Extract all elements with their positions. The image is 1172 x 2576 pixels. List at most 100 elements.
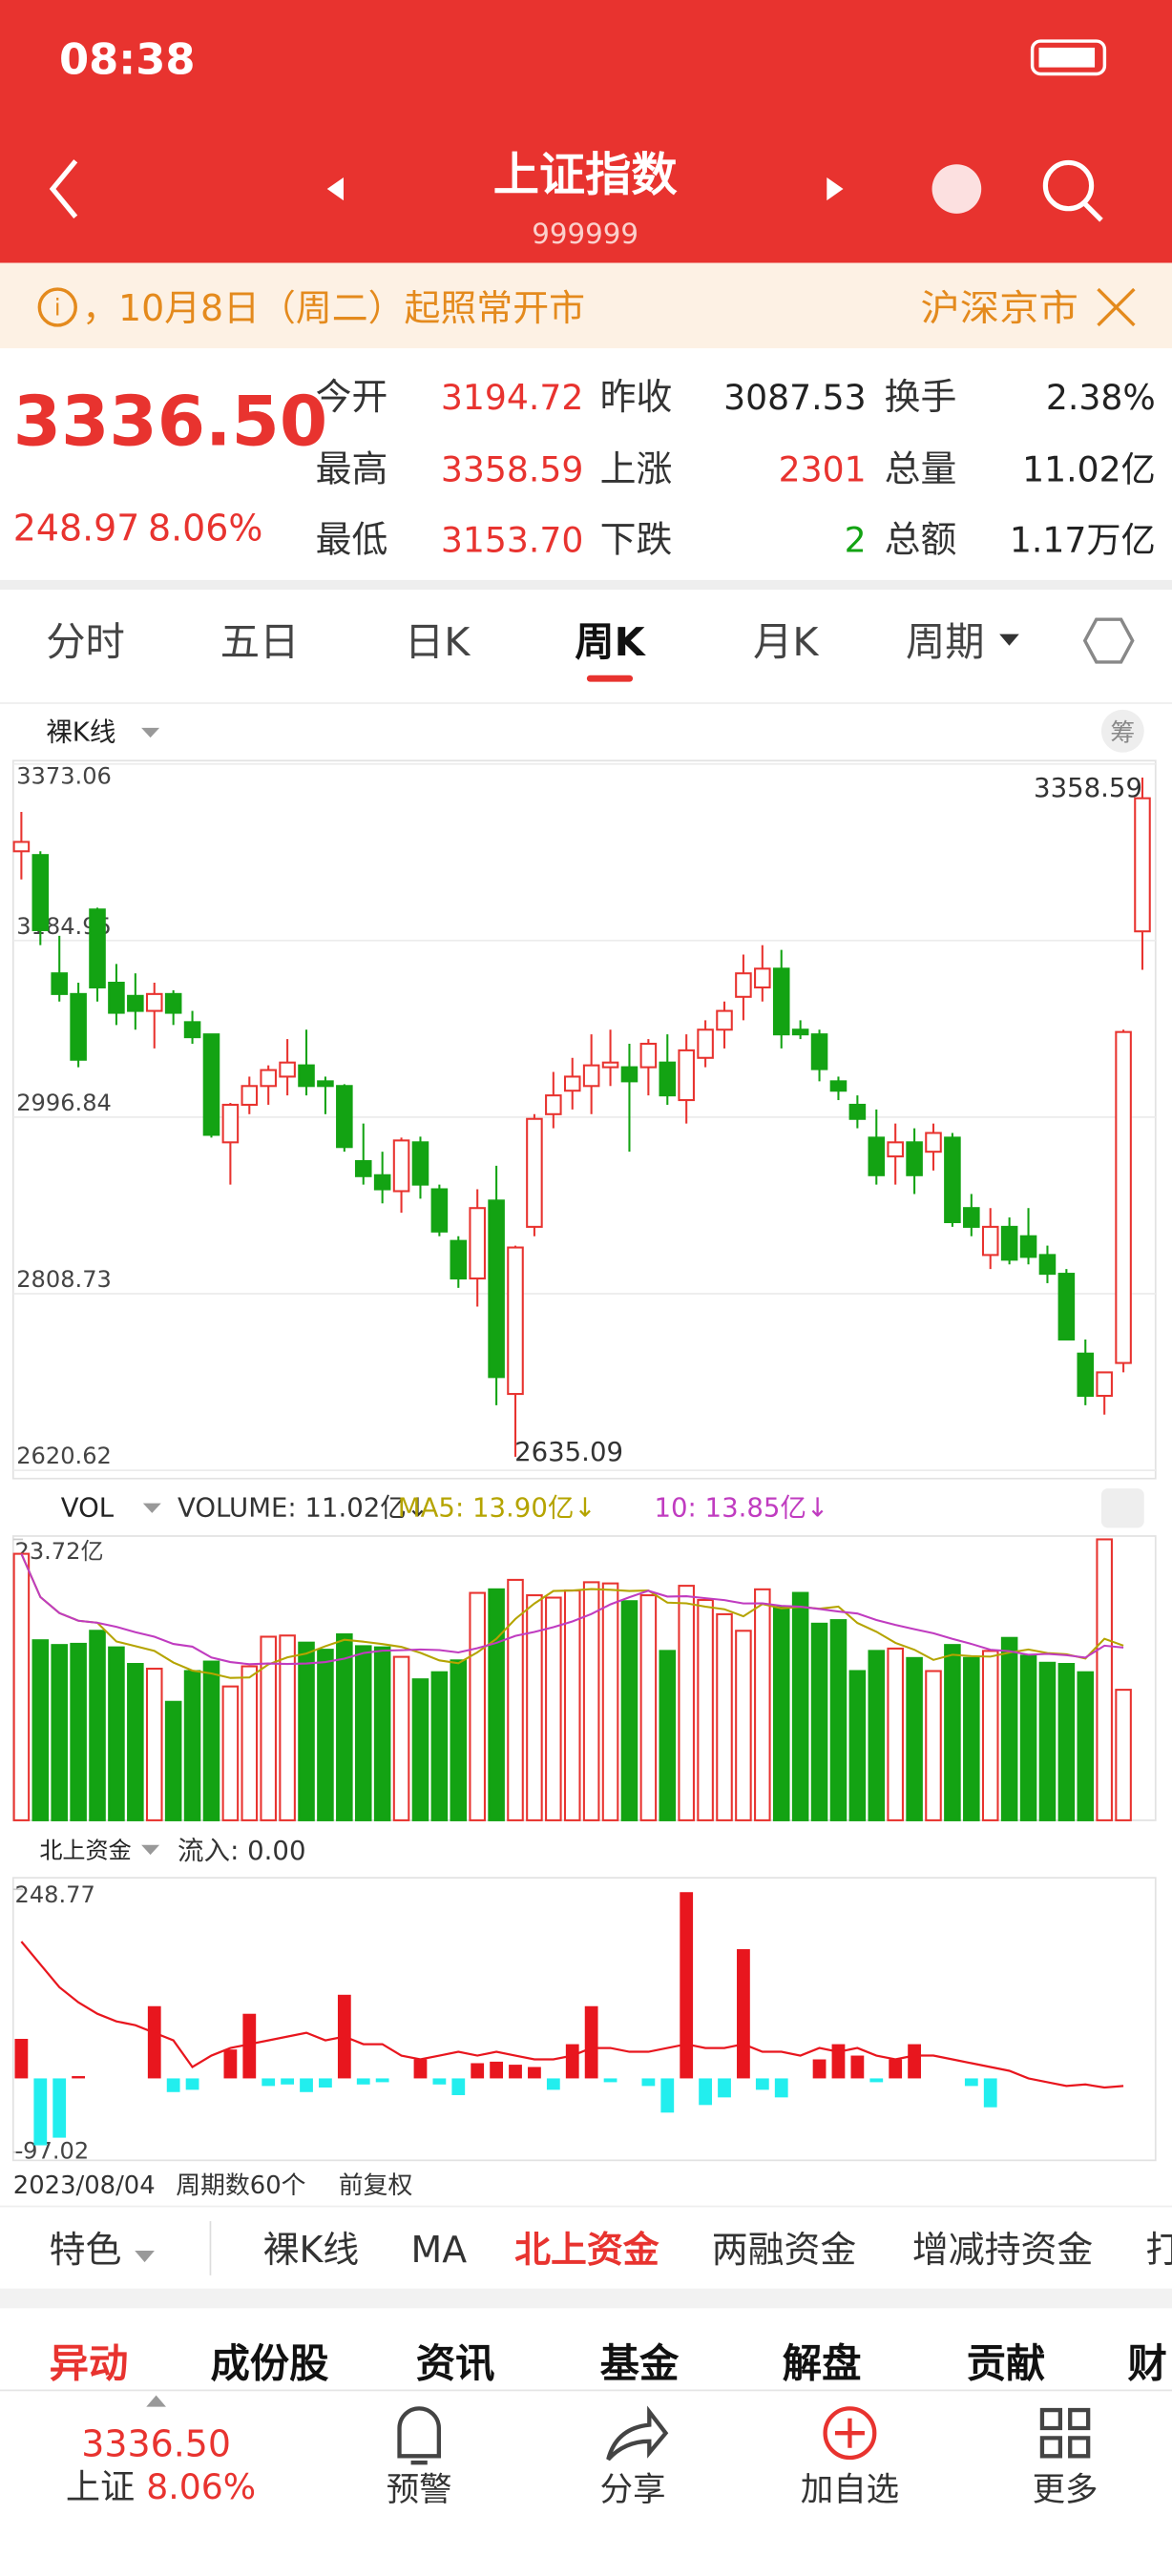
chart-tab[interactable]: 月K [753, 619, 819, 665]
candle-body [1019, 1235, 1037, 1258]
north-bar [850, 2055, 865, 2079]
volume-bar [430, 1671, 449, 1821]
north-bar [699, 2078, 712, 2106]
north-bar [281, 2078, 294, 2085]
north-bar [964, 2078, 978, 2087]
price-change: 248.97 [13, 508, 140, 550]
nav-item[interactable]: 分享 [600, 2471, 666, 2509]
low-label: 2635.09 [514, 1437, 623, 1467]
volume-bar [906, 1656, 923, 1821]
volume-title[interactable]: VOL [61, 1492, 115, 1523]
candle-body [70, 992, 87, 1061]
search-icon[interactable] [1042, 159, 1095, 212]
chart-tab[interactable]: 周期 [906, 619, 985, 665]
north-bar [546, 2078, 560, 2090]
add-icon[interactable] [823, 2406, 877, 2461]
content-tab[interactable]: 财 [1127, 2341, 1166, 2387]
north-bar [908, 2044, 921, 2079]
content-tab[interactable]: 成份股 [210, 2341, 329, 2387]
north-bar [680, 1892, 694, 2079]
next-arrow[interactable] [827, 177, 844, 201]
north-bar [14, 2039, 29, 2079]
prev-arrow[interactable] [326, 177, 344, 201]
candle-body [51, 972, 68, 995]
content-tab[interactable]: 资讯 [416, 2341, 495, 2387]
content-tab[interactable]: 贡献 [967, 2341, 1046, 2387]
y-tick-label: -97.02 [15, 2138, 90, 2165]
volume-bar [1077, 1671, 1095, 1821]
chip-badge[interactable]: 筹 [1110, 719, 1135, 748]
volume-bar [279, 1634, 296, 1821]
indicator-tab[interactable]: 打 [1145, 2229, 1172, 2271]
more-icon[interactable] [1039, 2407, 1091, 2459]
field-value: 3153.70 [441, 520, 584, 561]
chart-tab[interactable]: 周K [575, 619, 646, 665]
volume-bar [1057, 1663, 1076, 1821]
north-bar [413, 2059, 428, 2079]
settings-icon[interactable] [1082, 617, 1135, 664]
volume-bar [810, 1622, 828, 1821]
collapse-arrow[interactable] [146, 2395, 166, 2407]
north-bar [869, 2078, 884, 2083]
mascot-icon[interactable] [931, 164, 982, 214]
candle-body [145, 992, 163, 1012]
nav-item[interactable]: 加自选 [801, 2471, 899, 2509]
volume-bar [639, 1594, 658, 1821]
content-tab[interactable]: 基金 [600, 2341, 680, 2387]
north-title[interactable]: 北上资金 [39, 1838, 131, 1864]
volume-legend: MA5: 13.90亿↓ [398, 1492, 596, 1523]
alert-icon[interactable] [397, 2406, 442, 2465]
indicator-tab[interactable]: 特色 [50, 2229, 122, 2271]
nav-item[interactable]: 更多 [1033, 2471, 1099, 2509]
chart-tab[interactable]: 五日 [220, 619, 300, 665]
period-count: 周期数60个 [176, 2171, 305, 2200]
nav-pct: 8.06% [146, 2466, 256, 2507]
moving-average [20, 1553, 1124, 1679]
candle-body [12, 841, 31, 853]
notice-link[interactable]: 沪深京市 [920, 287, 1078, 329]
volume-bar [1096, 1538, 1113, 1821]
volume-bar [108, 1646, 125, 1821]
north-bar [185, 2078, 199, 2090]
candle-body [848, 1103, 867, 1120]
candle-body [735, 972, 752, 998]
indicator-tab[interactable]: 两融资金 [712, 2229, 857, 2271]
chart-tab[interactable]: 日K [405, 619, 471, 665]
content-tab[interactable]: 异动 [50, 2341, 129, 2387]
north-bar [831, 2044, 846, 2079]
nav-item[interactable]: 预警 [387, 2471, 452, 2509]
dropdown-arrow [141, 727, 160, 738]
candle-body [260, 1069, 277, 1088]
candle-body [507, 1246, 524, 1396]
back-button[interactable] [49, 159, 78, 218]
start-date: 2023/08/04 [13, 2171, 156, 2200]
indicator-tab[interactable]: 裸K线 [263, 2229, 360, 2271]
content-tab[interactable]: 解盘 [783, 2341, 862, 2387]
close-notice[interactable] [1097, 287, 1136, 327]
field-label: 换手 [885, 376, 957, 418]
indicator-tab[interactable]: 北上资金 [514, 2229, 659, 2271]
volume-bar [373, 1646, 391, 1821]
north-line [20, 1941, 1124, 2089]
share-icon[interactable] [606, 2405, 669, 2462]
chip-badge-bg[interactable] [1100, 709, 1144, 753]
volume-bar [298, 1641, 315, 1821]
expand-button[interactable] [1100, 1488, 1144, 1528]
candle-body [354, 1159, 372, 1177]
north-bar [147, 2005, 161, 2079]
candle-body [697, 1028, 714, 1059]
volume-bar [1000, 1636, 1018, 1821]
candle-body [221, 1103, 240, 1144]
kline-mode[interactable]: 裸K线 [46, 717, 115, 748]
candle-body [183, 1021, 201, 1039]
candle-body [678, 1049, 695, 1102]
volume-bar [354, 1645, 372, 1821]
indicator-tab[interactable]: 增减持资金 [912, 2229, 1093, 2271]
indicator-tab[interactable]: MA [411, 2229, 468, 2271]
dropdown-arrow [999, 634, 1019, 646]
candle-body [925, 1132, 942, 1153]
field-label: 最低 [316, 519, 388, 561]
volume-bar [563, 1589, 581, 1821]
volume-bar [1115, 1689, 1132, 1821]
chart-tab[interactable]: 分时 [46, 619, 125, 665]
